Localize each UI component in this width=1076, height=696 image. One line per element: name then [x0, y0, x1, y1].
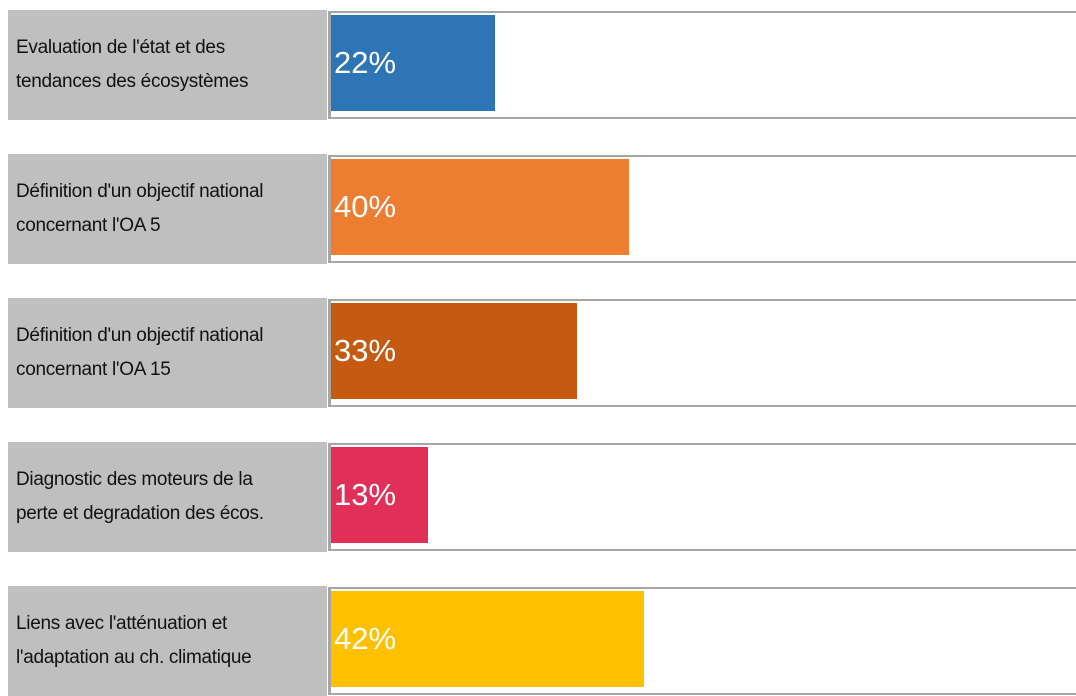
category-label: Liens avec l'atténuation et l'adaptation…	[8, 586, 327, 696]
bar-track	[328, 11, 1076, 119]
bar-track	[328, 443, 1076, 551]
value-label: 22%	[334, 45, 397, 80]
bar	[331, 591, 644, 687]
category-label: Diagnostic des moteurs de la perte et de…	[8, 442, 327, 552]
category-label: Evaluation de l'état et des tendances de…	[8, 10, 327, 120]
value-label: 13%	[334, 477, 397, 512]
bar	[331, 303, 577, 399]
bar	[331, 159, 629, 255]
bar	[331, 15, 495, 111]
bar	[331, 447, 428, 543]
bar-track	[328, 299, 1076, 407]
value-label: 42%	[334, 621, 397, 656]
category-label: Définition d'un objectif national concer…	[8, 154, 327, 264]
category-label: Définition d'un objectif national concer…	[8, 298, 327, 408]
value-label: 40%	[334, 189, 397, 224]
value-label: 33%	[334, 333, 397, 368]
bar-track	[328, 155, 1076, 263]
